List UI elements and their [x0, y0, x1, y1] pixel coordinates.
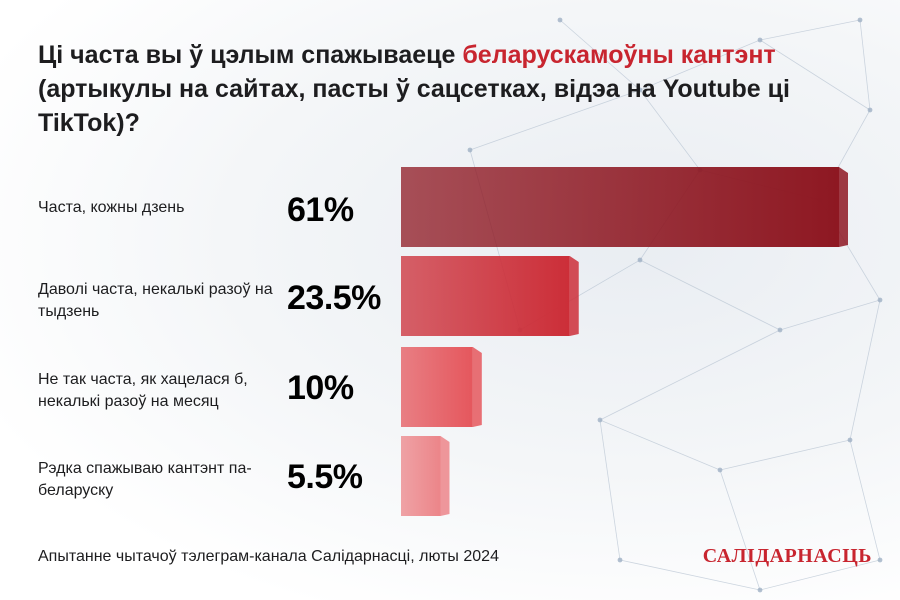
bar-weekly	[401, 256, 570, 336]
bar-side-monthly	[472, 347, 482, 427]
category-label-daily: Часта, кожны дзень	[38, 199, 185, 216]
bar-side-rarely	[440, 436, 450, 516]
category-label-weekly: Даволі часта, некалькі разоў на тыдзень	[38, 281, 273, 320]
value-label-weekly: 23.5%	[287, 279, 381, 317]
category-label-monthly: Не так часта, як хацелася б, некалькі ра…	[38, 371, 248, 410]
category-label-rarely: Рэдка спажываю кантэнт па-беларуску	[38, 460, 252, 499]
bar-rarely	[401, 436, 441, 516]
title-highlight: беларускамоўны кантэнт	[462, 41, 776, 69]
value-label-monthly: 10%	[287, 369, 354, 407]
title-part-1: Ці часта вы ў цэлым спажываеце	[38, 41, 463, 69]
bar-side-weekly	[569, 256, 579, 336]
title-part-2: (артыкулы на сайтах, пасты ў сацсетках, …	[38, 75, 790, 137]
value-label-daily: 61%	[287, 191, 354, 229]
value-label-rarely: 5.5%	[287, 458, 363, 496]
chart-title: Ці часта вы ў цэлым спажываеце беларуска…	[38, 38, 798, 140]
bar-monthly	[401, 347, 473, 427]
brand-logo: САЛІДАРНАСЦЬ	[702, 545, 872, 567]
bar-side-daily	[839, 167, 848, 247]
bar-daily	[401, 167, 839, 247]
survey-footnote: Апытанне чытачоў тэлеграм-канала Салідар…	[38, 548, 499, 565]
